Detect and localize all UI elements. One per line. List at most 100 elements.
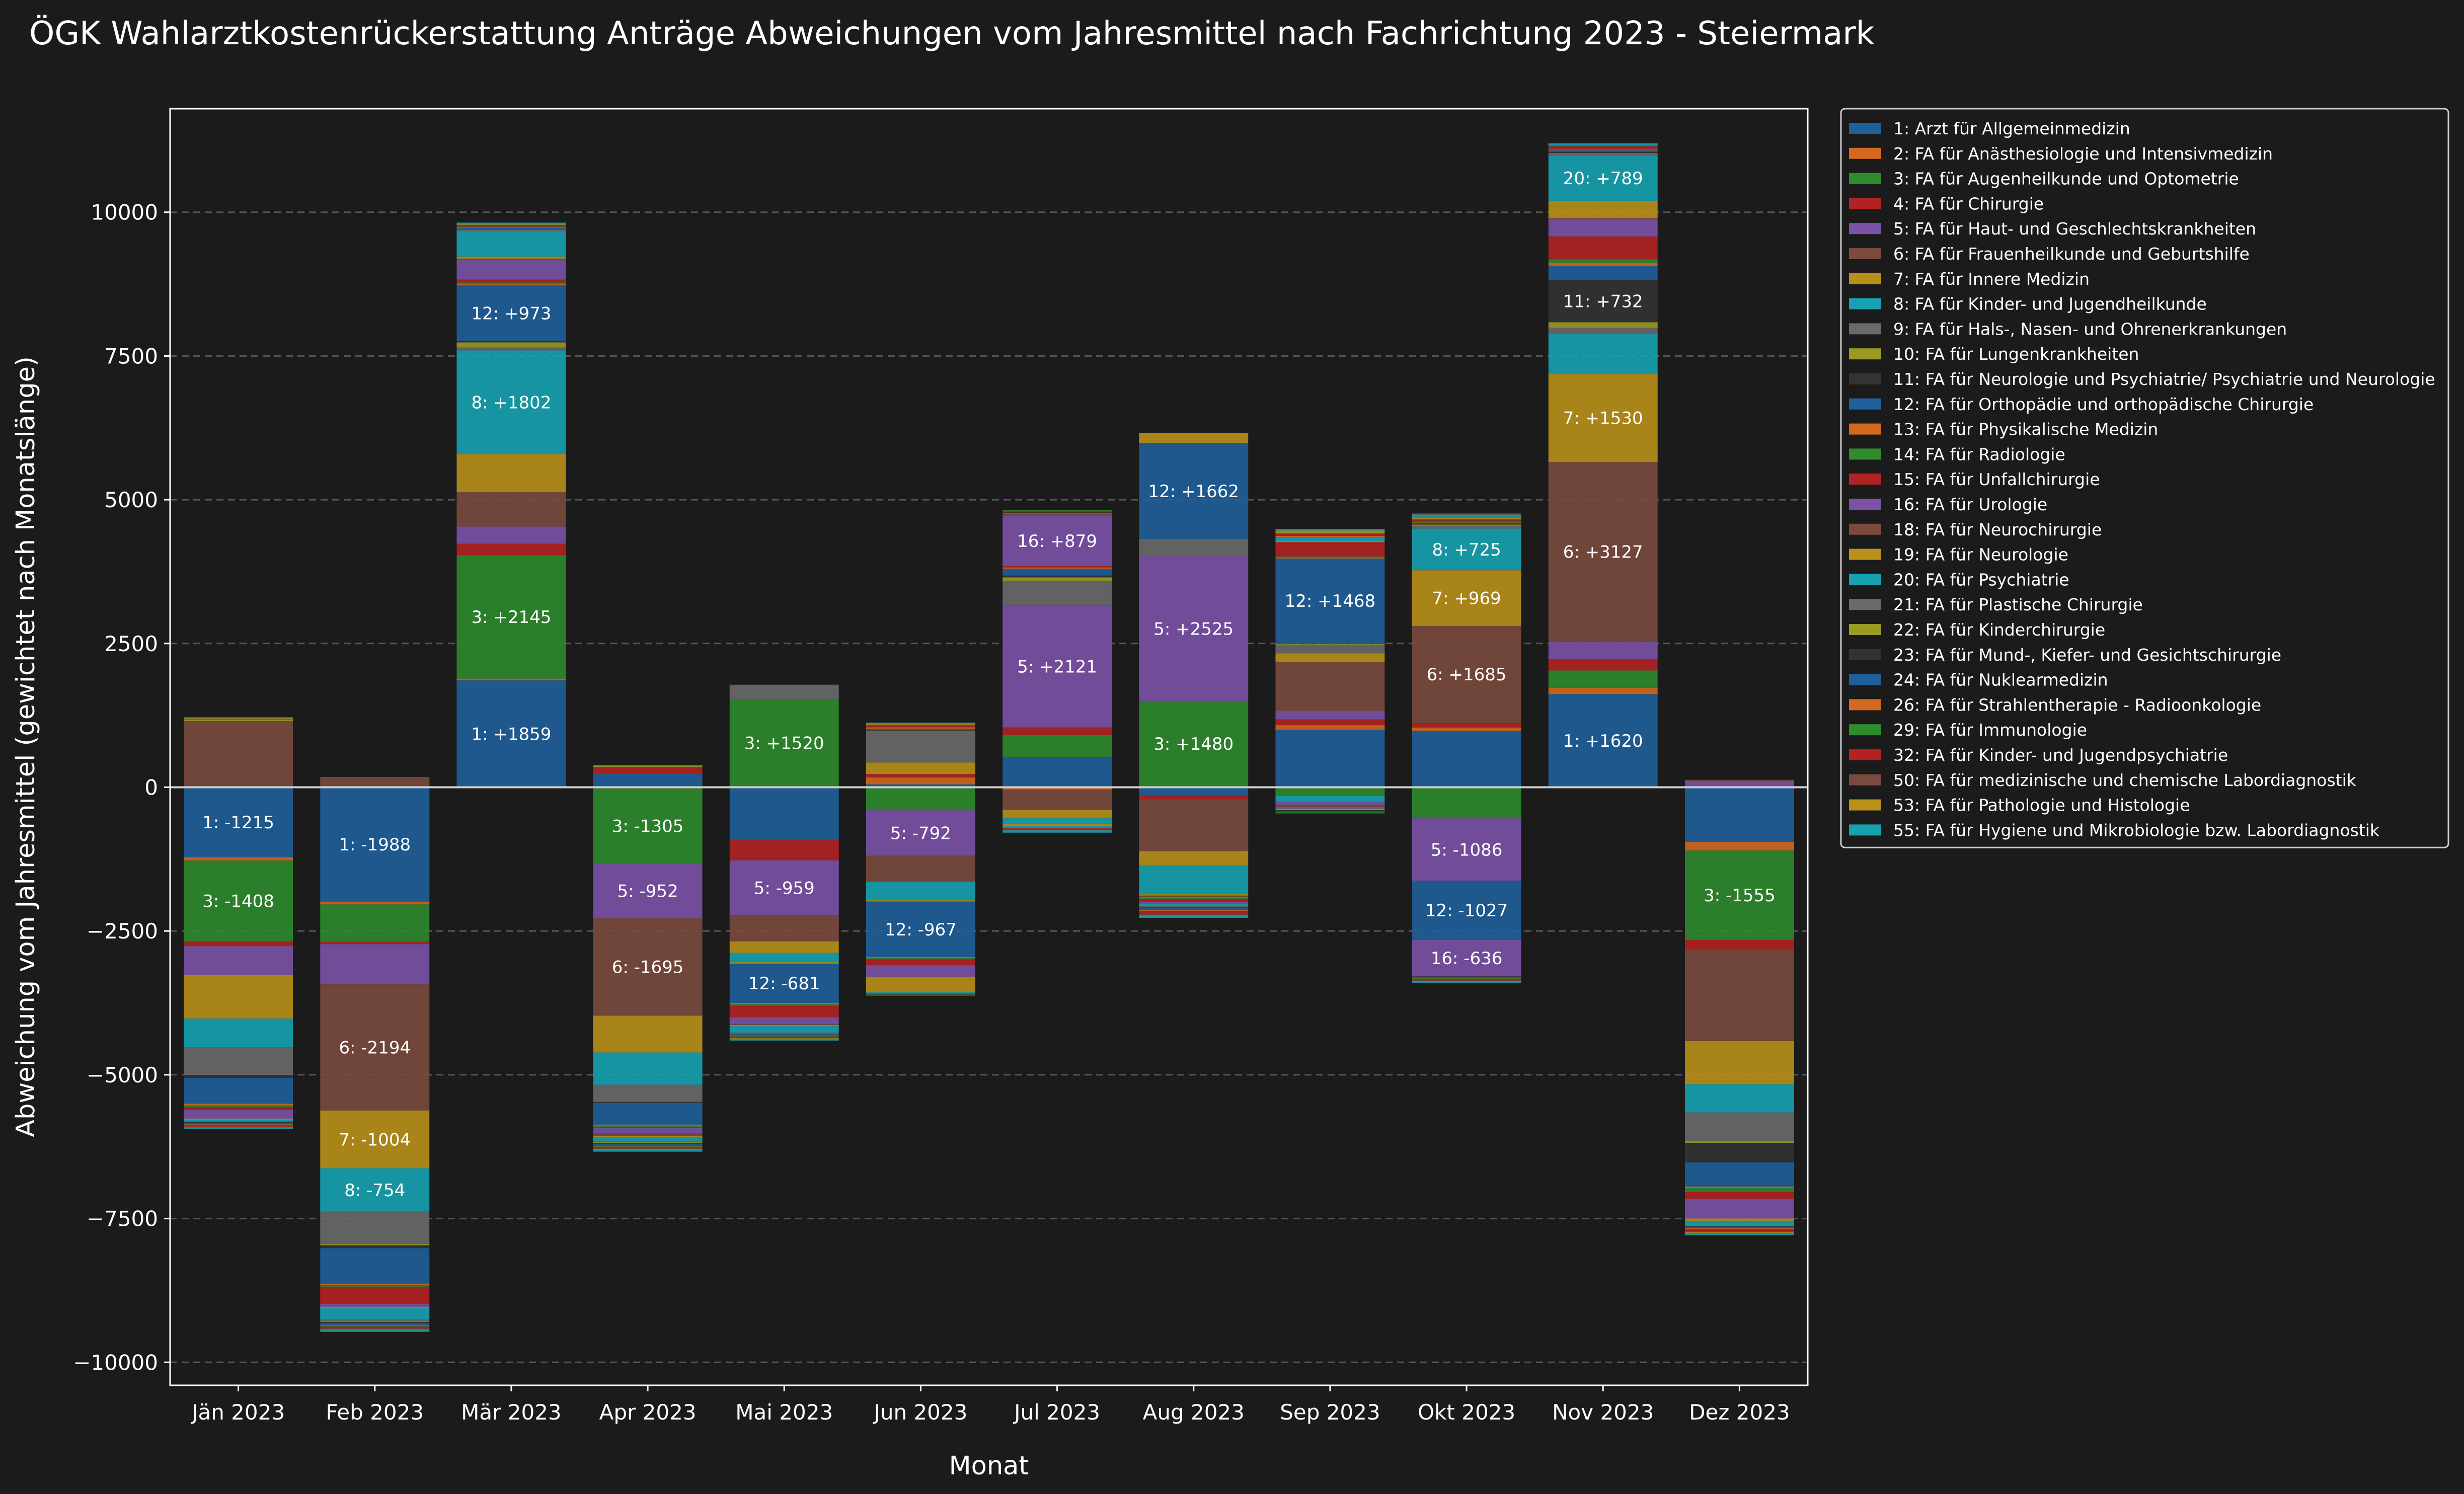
- bar-segment: [593, 1127, 703, 1128]
- bar-segment: [866, 731, 975, 763]
- legend-entry: 20: FA für Psychiatrie: [1893, 570, 2069, 589]
- segment-label: 11: +732: [1563, 291, 1643, 311]
- bar-segment: [1684, 787, 1794, 842]
- bar-segment: [1275, 811, 1385, 813]
- bar-segment: [866, 994, 975, 995]
- bar-segment: [320, 1304, 430, 1307]
- bar-segment: [1003, 824, 1112, 826]
- bar-segment: [593, 1103, 703, 1125]
- bar-segment: [866, 724, 975, 725]
- bar-segment: [866, 727, 975, 729]
- bar-segment: [1548, 374, 1658, 462]
- bar-segment: [1275, 643, 1385, 645]
- bar-segment: [729, 1017, 839, 1025]
- bar-segment: [593, 772, 703, 788]
- legend-swatch: [1849, 548, 1881, 560]
- bar-segment: [184, 1104, 293, 1106]
- bar-segment: [320, 1248, 430, 1284]
- legend-entry: 16: FA für Urologie: [1893, 495, 2047, 514]
- bar-segment: [1548, 149, 1658, 150]
- bar-segment: [593, 1142, 703, 1144]
- bar-segment: [1412, 978, 1521, 979]
- bar-segment: [320, 1211, 430, 1244]
- bar-segment: [866, 882, 975, 900]
- segment-label: 3: -1305: [612, 816, 684, 836]
- bar-segment: [1275, 643, 1385, 644]
- bar-segment: [1548, 150, 1658, 152]
- segment-label: 8: +1802: [471, 392, 551, 413]
- bar-segment: [456, 230, 566, 231]
- bar-segment: [729, 684, 839, 685]
- bar-segment: [1275, 719, 1385, 726]
- bar-segment: [320, 984, 430, 1111]
- bar-segment: [456, 222, 566, 224]
- legend-entry: 2: FA für Anästhesiologie und Intensivme…: [1893, 144, 2273, 164]
- bar-segment: [456, 555, 566, 679]
- legend-entry: 3: FA für Augenheilkunde und Optometrie: [1893, 169, 2239, 189]
- legend-swatch: [1849, 348, 1881, 360]
- legend-swatch: [1849, 474, 1881, 485]
- legend-swatch: [1849, 373, 1881, 384]
- legend-swatch: [1849, 323, 1881, 335]
- bar-segment: [184, 1105, 293, 1108]
- bar-segment: [456, 227, 566, 228]
- bar-segment: [1412, 981, 1521, 982]
- bar-segment: [866, 995, 975, 996]
- bar-segment: [1003, 511, 1112, 512]
- bar-segment: [184, 1047, 293, 1075]
- bar-segment: [1139, 796, 1249, 800]
- bar-segment: [866, 976, 975, 992]
- legend-swatch: [1849, 173, 1881, 184]
- legend-entry: 8: FA für Kinder- und Jugendheilkunde: [1893, 294, 2207, 314]
- bar-segment: [593, 863, 703, 918]
- bar-segment: [456, 543, 566, 556]
- bar-segment: [1684, 1041, 1794, 1084]
- legend-swatch: [1849, 699, 1881, 711]
- legend-entry: 21: FA für Plastische Chirurgie: [1893, 595, 2143, 614]
- bar-segment: [1003, 513, 1112, 514]
- bar-segment: [320, 1287, 430, 1304]
- segment-label: 6: -2194: [339, 1038, 411, 1058]
- bar-segment: [184, 857, 293, 861]
- y-tick-label: 7500: [104, 344, 158, 368]
- legend-entry: 15: FA für Unfallchirurgie: [1893, 469, 2100, 489]
- segment-label: 12: -681: [748, 974, 820, 994]
- bar-segment: [1003, 830, 1112, 833]
- bar-segment: [320, 1330, 430, 1332]
- bar-segment: [1003, 515, 1112, 566]
- bar-segment: [593, 1149, 703, 1150]
- bars: [184, 143, 1794, 1332]
- bar-segment: [1684, 842, 1794, 851]
- bar-segment: [1275, 541, 1385, 542]
- bar-segment: [184, 1119, 293, 1120]
- bar-segment: [184, 1125, 293, 1127]
- legend-swatch: [1849, 147, 1881, 159]
- bar-segment: [593, 1146, 703, 1147]
- segment-label: 12: +973: [471, 304, 551, 324]
- chart-title: ÖGK Wahlarztkostenrückerstattung Anträge…: [29, 15, 1875, 52]
- bar-segment: [729, 860, 839, 916]
- bar-segment: [1003, 787, 1112, 790]
- bar-segment: [729, 1003, 839, 1004]
- x-tick-label: Apr 2023: [599, 1400, 697, 1425]
- legend-swatch: [1849, 674, 1881, 685]
- bar-segment: [1412, 976, 1521, 977]
- bar-segment: [1684, 780, 1794, 788]
- legend-swatch: [1849, 423, 1881, 435]
- bar-segment: [1548, 659, 1658, 671]
- bar-segment: [866, 901, 975, 958]
- bar-segment: [1548, 642, 1658, 659]
- segment-label: 5: -959: [754, 878, 815, 898]
- bar-segment: [1139, 799, 1249, 851]
- bar-segment: [456, 279, 566, 283]
- bar-segment: [1139, 895, 1249, 897]
- legend-swatch: [1849, 599, 1881, 610]
- bar-segment: [1412, 522, 1521, 524]
- bar-segment: [1684, 1188, 1794, 1193]
- bar-segment: [184, 1125, 293, 1126]
- segment-label: 5: +2525: [1153, 619, 1234, 639]
- y-tick-label: 0: [144, 775, 158, 800]
- bar-segment: [1684, 1199, 1794, 1219]
- y-tick-label: 5000: [104, 488, 158, 512]
- bar-segment: [1684, 1084, 1794, 1113]
